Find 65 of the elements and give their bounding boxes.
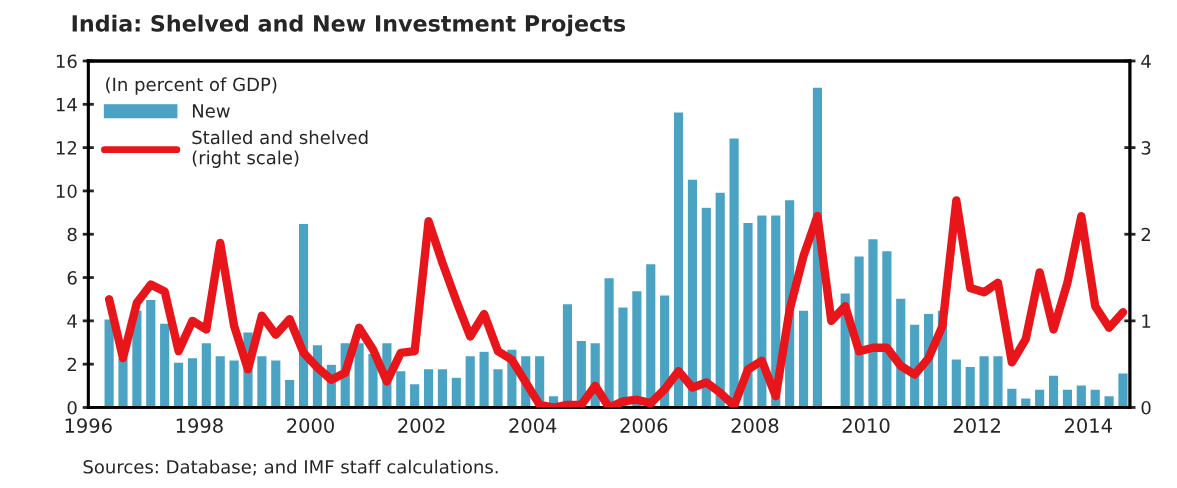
bar	[992, 354, 1004, 408]
x-tick-label: 2010	[842, 418, 890, 433]
x-tick-label: 1996	[65, 418, 112, 433]
x-tick-label: 2004	[509, 418, 557, 433]
legend-label: New	[192, 104, 230, 118]
y2-tick-label: 4	[1141, 54, 1151, 68]
bar	[700, 206, 713, 408]
x-tick-label: 2000	[287, 418, 334, 433]
bar	[255, 354, 268, 408]
bar	[228, 359, 241, 408]
y-tick-label: 12	[56, 141, 77, 155]
bar	[978, 354, 991, 408]
y-tick-label: 6	[67, 271, 77, 285]
legend-label: Stalled and shelved (right scale)	[192, 130, 368, 168]
x-tick-label: 2002	[398, 418, 445, 433]
y-tick-label: 8	[67, 227, 77, 242]
source-note: Sources: Database; and IMF staff calculations.	[83, 459, 498, 476]
bar	[117, 356, 129, 408]
bar	[408, 382, 421, 408]
bar	[394, 369, 407, 408]
bar	[200, 341, 213, 408]
y2-tick-label: 2	[1141, 227, 1151, 242]
x-tick-label: 1998	[176, 418, 223, 433]
bar	[714, 191, 727, 408]
y2-tick-label: 1	[1142, 314, 1151, 328]
bar	[1089, 388, 1102, 408]
x-tick-label: 2006	[620, 418, 668, 433]
bar	[144, 298, 157, 408]
bar	[492, 367, 504, 408]
y-tick-label: 14	[56, 98, 77, 112]
bar	[1117, 372, 1129, 408]
bar	[1033, 388, 1046, 408]
bar	[644, 262, 657, 408]
x-tick-label: 2012	[953, 418, 1000, 433]
y-tick-label: 10	[56, 184, 77, 199]
bar	[950, 358, 963, 408]
y-tick-label: 0	[67, 400, 77, 415]
bar	[728, 137, 741, 408]
chart-title: India: Shelved and New Investment Projects	[72, 14, 626, 37]
bar	[742, 221, 754, 408]
bar	[617, 306, 629, 408]
x-tick-label: 2014	[1064, 418, 1112, 433]
y-tick-label: 2	[67, 357, 77, 372]
x-tick-label: 2008	[731, 418, 779, 433]
bar	[880, 249, 893, 408]
bar	[103, 317, 116, 408]
bar	[478, 350, 491, 408]
bar	[269, 359, 282, 408]
bar	[283, 378, 296, 408]
y-tick-label: 4	[67, 314, 77, 328]
bar	[464, 354, 477, 408]
bar	[353, 341, 366, 408]
bar	[158, 322, 171, 408]
bar	[964, 365, 977, 408]
y-tick-label: 16	[56, 54, 77, 69]
bar	[630, 289, 643, 408]
legend-title: (In percent of GDP)	[106, 77, 277, 95]
bar	[755, 214, 768, 408]
y2-tick-label: 3	[1141, 141, 1151, 155]
bar	[1075, 384, 1088, 408]
bar	[867, 237, 879, 408]
y2-tick-label: 0	[1141, 400, 1151, 415]
bar	[450, 376, 463, 408]
bar	[1005, 387, 1018, 408]
bar	[214, 354, 227, 408]
